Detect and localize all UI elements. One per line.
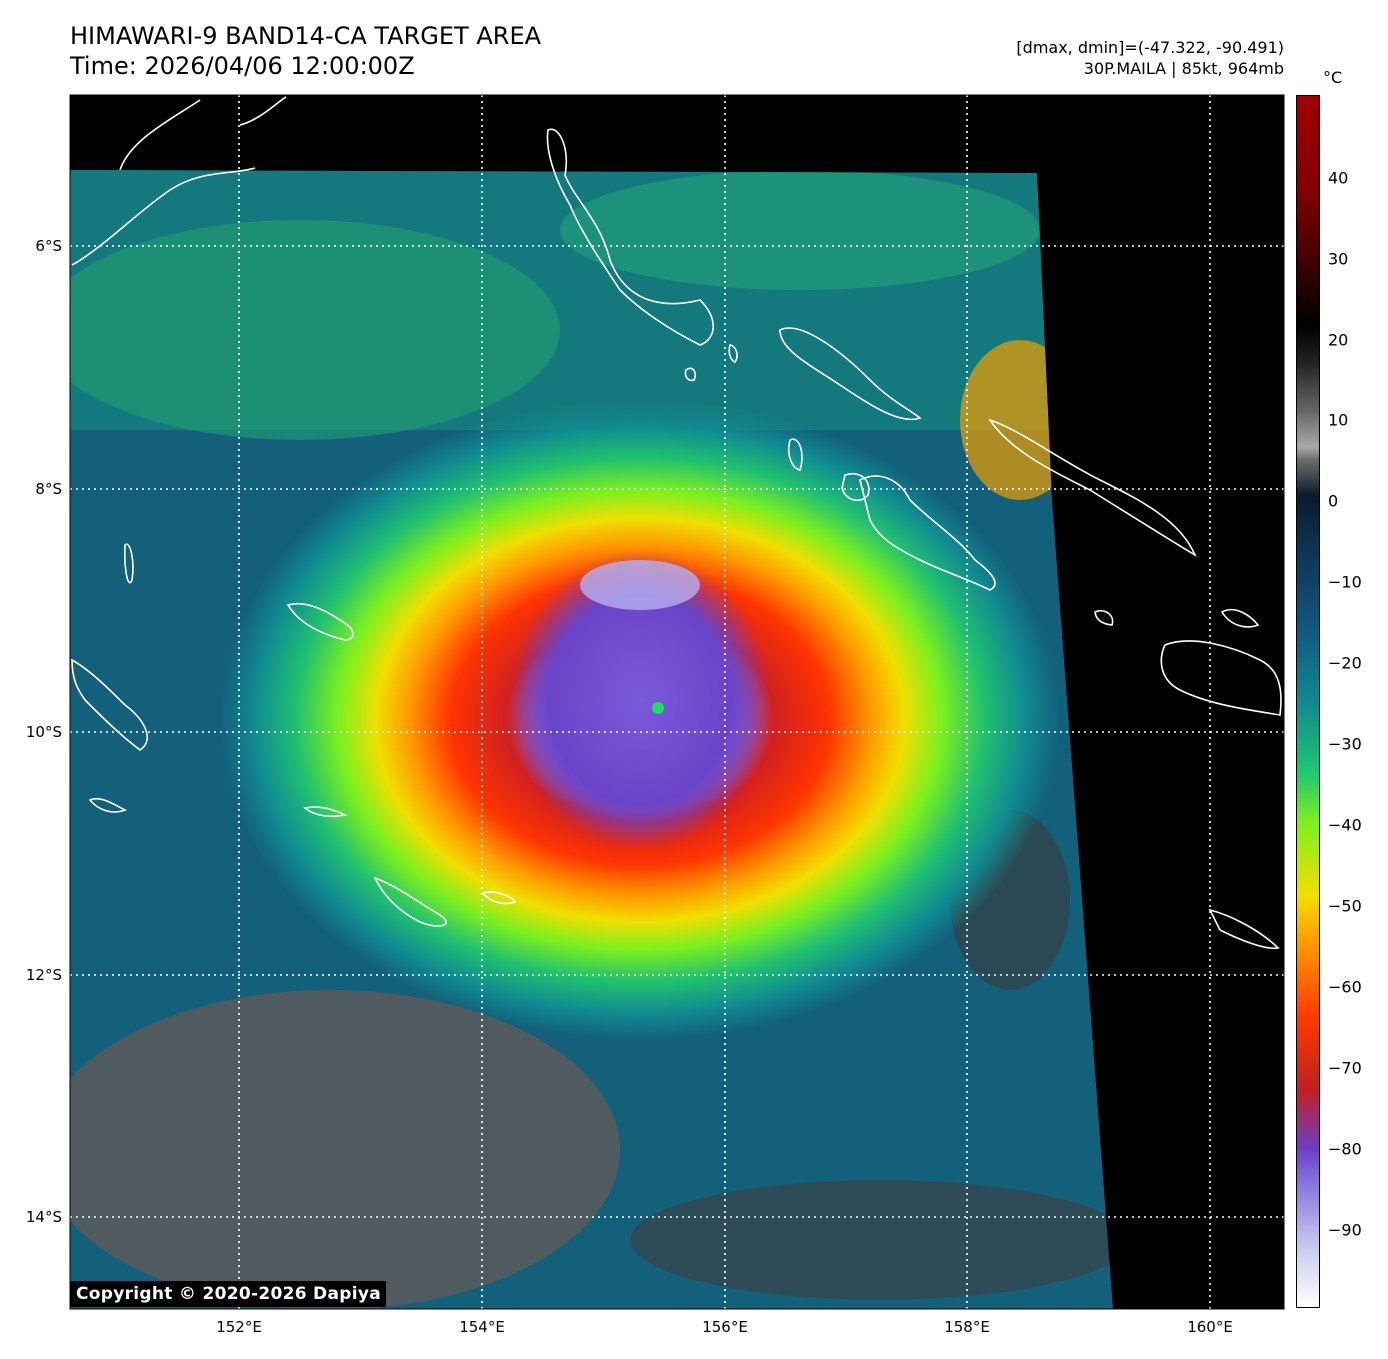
copyright-notice: Copyright © 2020-2026 Dapiya — [70, 1281, 386, 1307]
colorbar-tick: −20 — [1328, 653, 1362, 673]
lat-tick: 8°S — [35, 480, 62, 498]
lon-tick: 154°E — [459, 1318, 505, 1336]
colorbar-tick: −10 — [1328, 572, 1362, 592]
dmax-dmin-readout: [dmax, dmin]=(-47.322, -90.491) — [1016, 38, 1284, 57]
colorbar-tick: 0 — [1328, 491, 1339, 511]
lat-tick: 6°S — [35, 237, 62, 255]
lon-tick: 156°E — [702, 1318, 748, 1336]
plot-frame — [69, 94, 1285, 1310]
colorbar-unit: °C — [1323, 68, 1343, 87]
lat-tick: 10°S — [25, 723, 62, 741]
lon-tick: 152°E — [216, 1318, 262, 1336]
graticule — [70, 95, 1284, 1309]
coastlines — [71, 96, 1282, 950]
storm-eye — [652, 702, 664, 714]
lon-tick: 160°E — [1187, 1318, 1233, 1336]
colorbar-tick: −50 — [1328, 896, 1362, 916]
storm-info: 30P.MAILA | 85kt, 964mb — [1083, 59, 1284, 78]
colorbar — [1296, 95, 1320, 1308]
lat-tick: 14°S — [25, 1208, 62, 1226]
colorbar-tick: 20 — [1328, 330, 1349, 350]
colorbar-tick: −40 — [1328, 815, 1362, 835]
colorbar-tick: −30 — [1328, 734, 1362, 754]
image-title: HIMAWARI-9 BAND14-CA TARGET AREA — [70, 22, 542, 50]
colorbar-tick: 30 — [1328, 249, 1349, 269]
colorbar-tick: −90 — [1328, 1220, 1362, 1240]
lat-tick: 12°S — [25, 966, 62, 984]
colorbar-tick: −80 — [1328, 1139, 1362, 1159]
satellite-swath — [70, 170, 1113, 1309]
colorbar-tick: 10 — [1328, 410, 1349, 430]
colorbar-tick: 40 — [1328, 168, 1349, 188]
lon-tick: 158°E — [944, 1318, 990, 1336]
colorbar-tick: −70 — [1328, 1058, 1362, 1078]
colorbar-tick: −60 — [1328, 977, 1362, 997]
image-timestamp: Time: 2026/04/06 12:00:00Z — [70, 52, 415, 80]
